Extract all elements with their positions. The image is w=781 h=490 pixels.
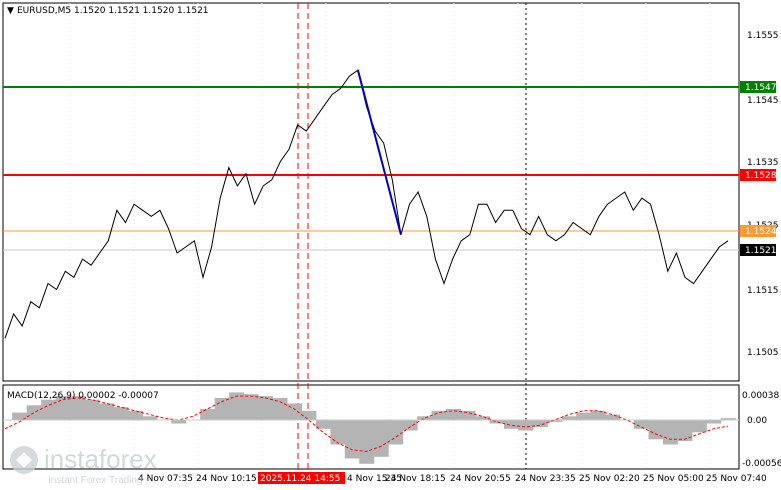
macd-bar	[12, 412, 28, 420]
macd-bar	[142, 416, 158, 420]
time-label: 25 Nov 07:40	[706, 474, 767, 484]
price-axis[interactable]: 1.1555 1.1545 1.1535 1.1525 1.1515 1.150…	[740, 31, 779, 358]
macd-bar	[171, 420, 187, 424]
macd-bar	[200, 408, 216, 420]
price-marker-orange	[740, 225, 776, 237]
price-plot-area[interactable]	[2, 2, 740, 382]
macd-bar	[648, 420, 664, 440]
time-label: 4 Nov 15:35	[347, 474, 402, 484]
time-label: 24 Nov 23:35	[515, 474, 576, 484]
macd-bar	[272, 397, 288, 420]
macd-bar	[691, 420, 707, 433]
macd-bar	[431, 410, 447, 420]
macd-bar	[402, 420, 418, 431]
time-label: 24 Nov 10:15	[196, 474, 257, 484]
symbol-dropdown-icon[interactable]: ▼	[7, 6, 14, 16]
macd-bar	[127, 410, 143, 420]
time-label: 24 Nov 20:55	[450, 474, 511, 484]
price-tick: 1.1515	[747, 286, 779, 296]
macd-bar	[474, 416, 490, 420]
macd-bar	[561, 416, 577, 420]
time-label: 24 Nov 18:15	[385, 474, 446, 484]
macd-bar	[634, 420, 649, 429]
grid	[69, 3, 711, 469]
macd-bar	[677, 420, 693, 441]
macd-bar	[662, 420, 678, 445]
price-marker-green-label: 1.1547	[745, 83, 777, 93]
time-highlight-box	[258, 472, 345, 484]
macd-axis[interactable]: 0.00038 0.00 -0.00056	[742, 391, 781, 469]
watermark-brand: instaforex	[44, 444, 157, 474]
macd-bar	[359, 420, 375, 464]
macd-bar	[344, 420, 360, 459]
macd-bar	[41, 399, 57, 420]
macd-tick: 0.00038	[742, 391, 779, 401]
macd-bar	[446, 408, 461, 420]
price-marker-green	[740, 81, 776, 93]
macd-bar	[417, 416, 433, 420]
macd-bar	[388, 420, 404, 445]
macd-title: MACD(12,26,9) 0.00002 -0.00007	[7, 391, 159, 401]
price-marker-current-label: 1.1521	[745, 246, 777, 256]
macd-bar	[373, 420, 389, 457]
price-tick: 1.1505	[747, 348, 779, 358]
macd-bar	[576, 412, 592, 420]
macd-bar	[243, 394, 259, 420]
macd-bar	[605, 414, 621, 420]
macd-bar	[70, 396, 86, 420]
time-label-partial: 4 Nov 07:35	[138, 474, 193, 484]
price-tick: 1.1535	[747, 158, 779, 168]
price-tick: 1.1555	[747, 31, 779, 41]
macd-bar	[229, 392, 245, 420]
macd-bar	[720, 418, 736, 420]
macd-bar	[503, 420, 519, 429]
trend-line-blue[interactable]	[356, 69, 402, 235]
macd-bar	[113, 407, 129, 420]
macd-tick: -0.00056	[742, 459, 781, 469]
macd-bar	[532, 420, 548, 427]
price-marker-red-label: 1.1528	[745, 171, 777, 181]
price-tick: 1.1545	[747, 96, 779, 106]
time-label: 25 Nov 05:00	[643, 474, 704, 484]
watermark-tagline: Instant Forex Trading	[48, 475, 143, 486]
macd-bar	[706, 420, 722, 424]
instaforex-watermark: instaforex Instant Forex Trading	[4, 440, 184, 486]
macd-signal-line	[4, 395, 729, 453]
symbol-title: EURUSD,M5 1.1520 1.1521 1.1520 1.1521	[17, 6, 209, 16]
macd-histogram	[12, 392, 736, 464]
macd-bar	[301, 410, 317, 420]
macd-bar	[315, 420, 331, 429]
macd-bar	[55, 396, 71, 420]
macd-bar	[99, 403, 114, 420]
price-marker-current	[740, 244, 776, 256]
macd-bar	[258, 396, 274, 420]
macd-bar	[84, 399, 100, 420]
time-label-highlight: 2025.11.24 14:55	[260, 474, 340, 484]
price-marker-orange-label: 1.1524	[745, 227, 777, 237]
time-axis[interactable]: 4 Nov 07:35 24 Nov 10:15 2025.11.24 14:5…	[138, 472, 767, 484]
macd-bar	[518, 420, 534, 431]
macd-bar	[547, 420, 563, 422]
macd-bar	[330, 420, 346, 445]
price-marker-red	[740, 169, 776, 181]
macd-tick: 0.00	[747, 416, 767, 426]
macd-bar	[590, 410, 606, 420]
macd-bar	[26, 405, 42, 420]
macd-bar	[489, 420, 505, 424]
time-label: 25 Nov 02:20	[579, 474, 640, 484]
macd-bar	[460, 410, 476, 420]
